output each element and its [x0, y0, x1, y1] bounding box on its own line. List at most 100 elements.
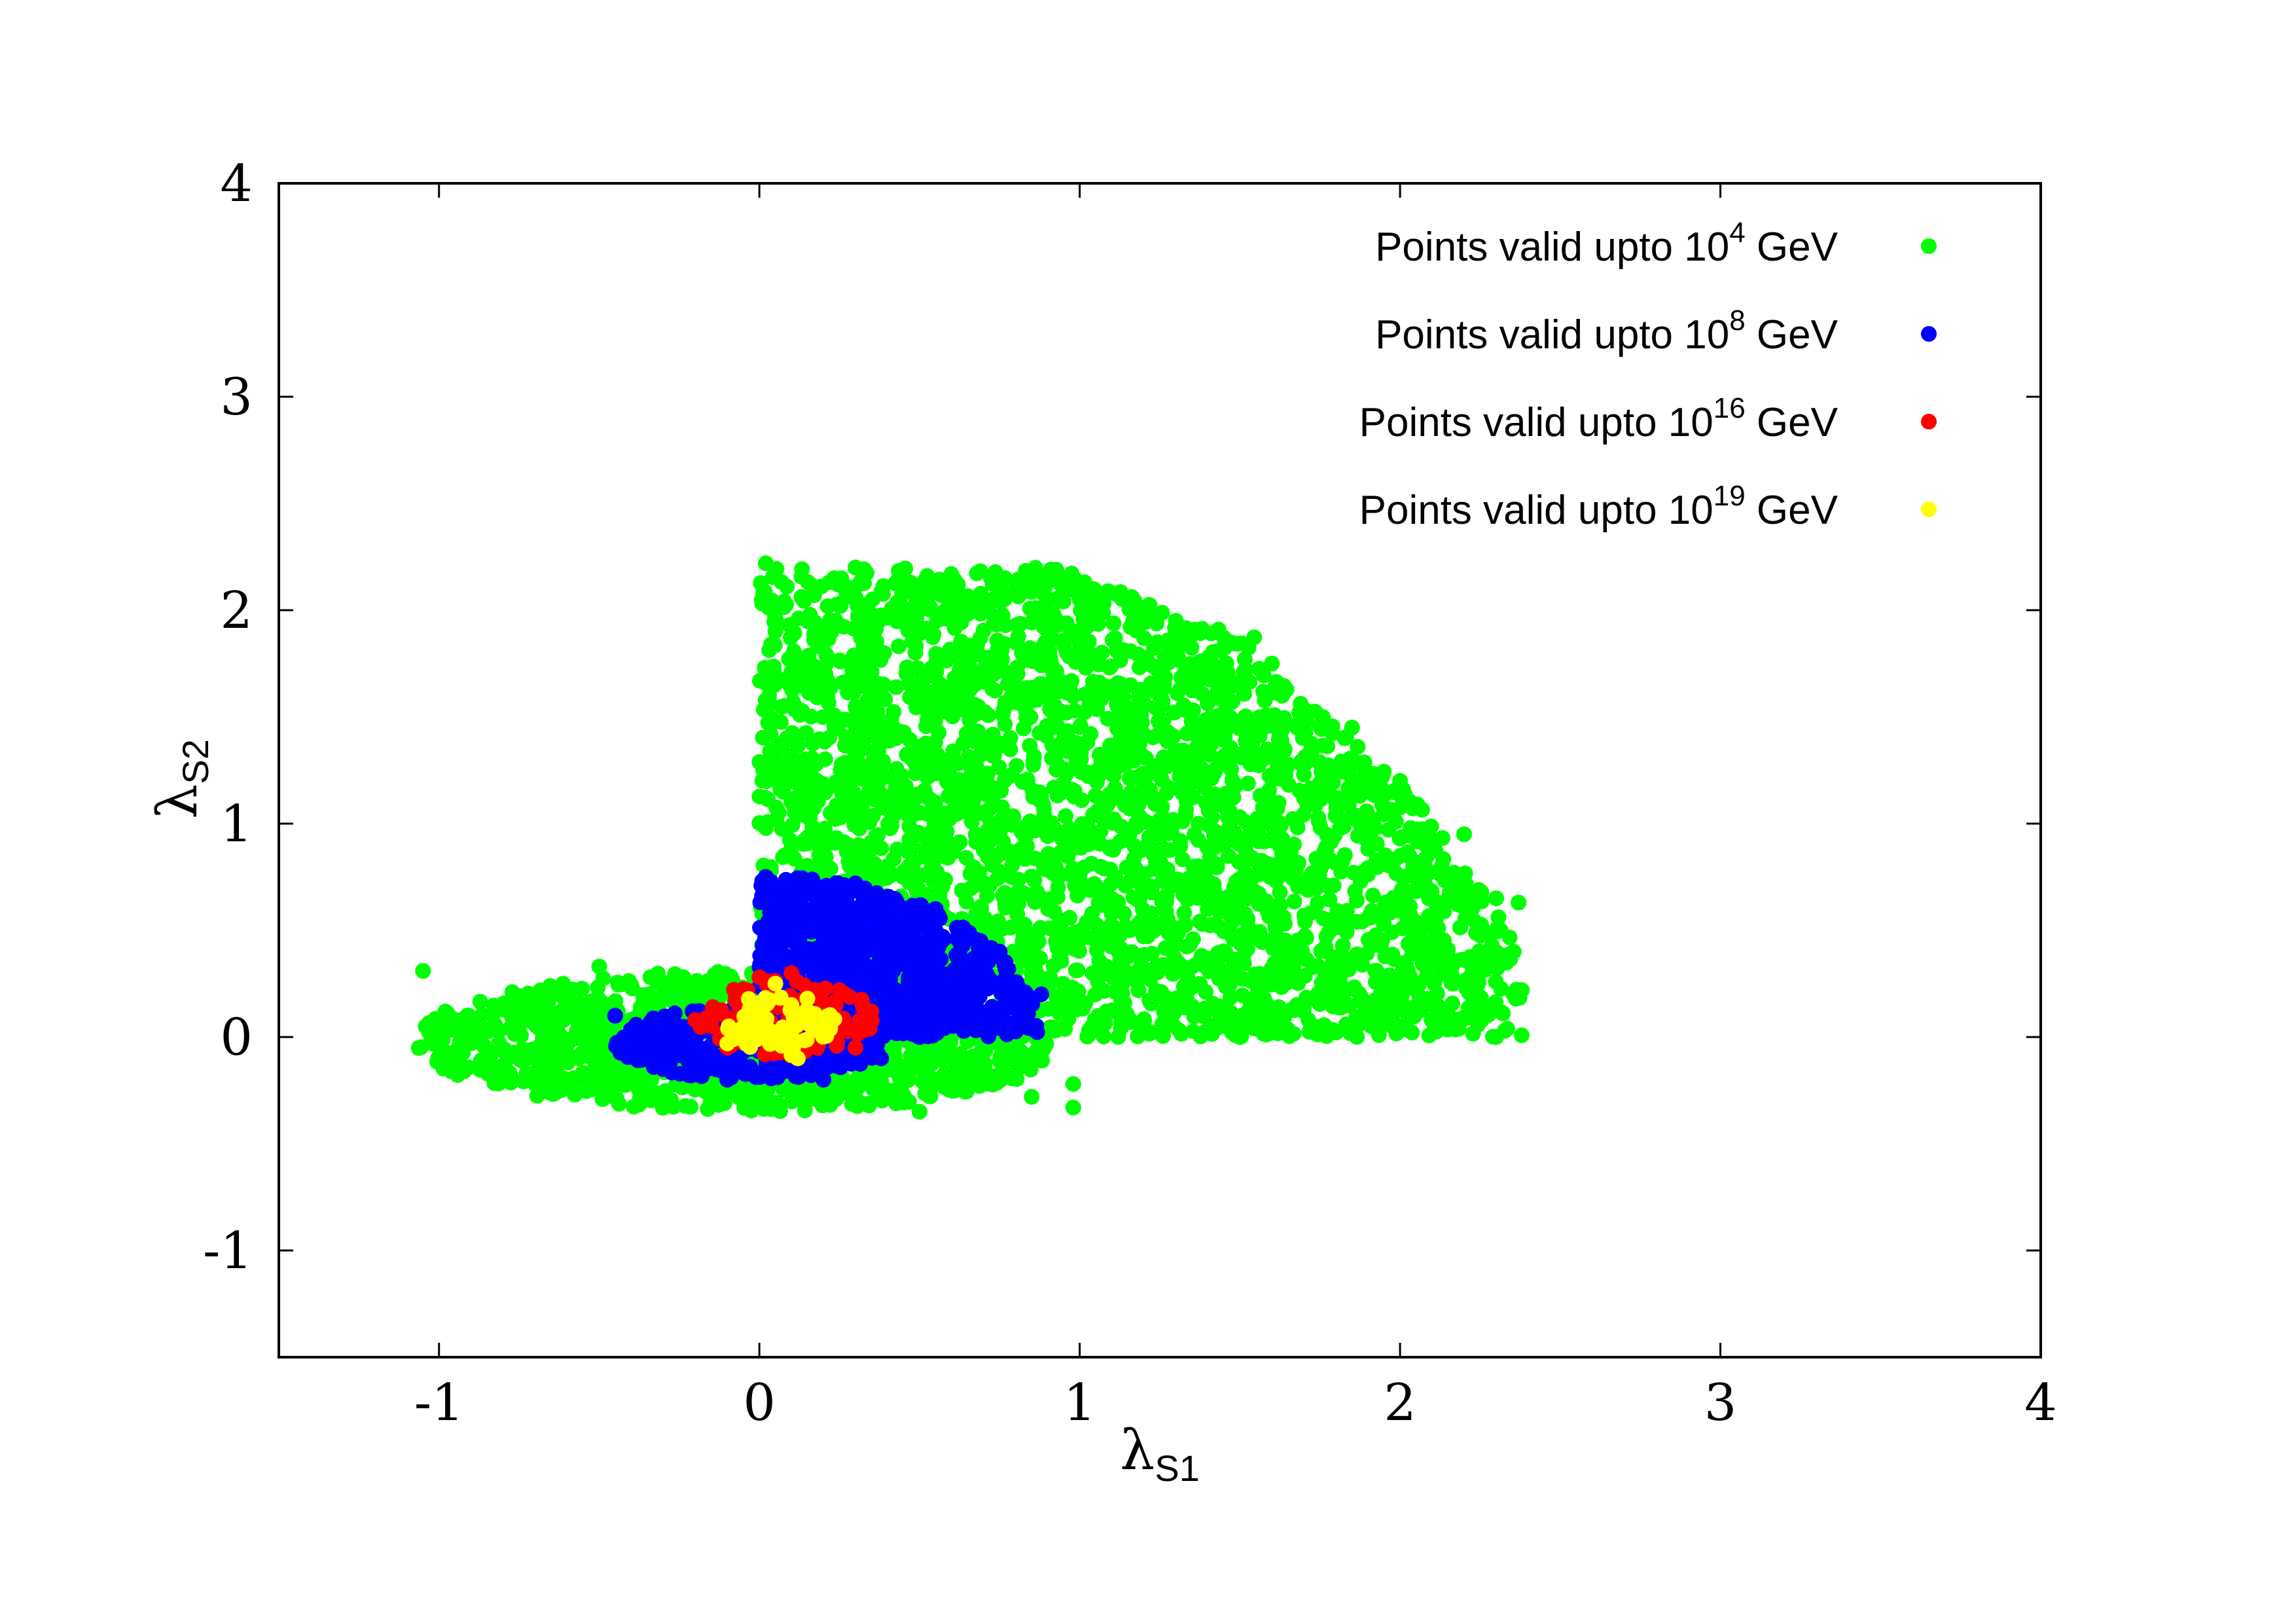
series-green-point [1103, 839, 1120, 855]
series-green-point [1172, 838, 1189, 854]
series-green-point [973, 1073, 990, 1089]
series-green-point [1069, 936, 1085, 952]
series-green-point [1044, 661, 1060, 678]
series-blue-point [1014, 985, 1030, 1002]
series-green-point [1050, 759, 1066, 775]
series-green-point [865, 1080, 881, 1097]
series-green-point [1426, 1024, 1442, 1040]
series-green-point [989, 1074, 1005, 1091]
series-green-point [1444, 995, 1461, 1012]
series-green-point [762, 726, 779, 742]
series-green-point [977, 807, 994, 823]
series-green-point [899, 843, 916, 860]
series-green-point [1103, 938, 1119, 955]
series-green-point [1382, 978, 1398, 994]
series-green-point [1329, 968, 1345, 984]
series-green-point [1456, 826, 1472, 843]
series-green-point [923, 1056, 939, 1072]
series-green-point [996, 636, 1012, 652]
series-green-point [1425, 912, 1441, 928]
series-green-point [911, 1104, 927, 1120]
series-green-point [996, 701, 1012, 718]
series-green-point [994, 799, 1010, 815]
series-green-point [1350, 739, 1366, 755]
series-green-point [1110, 1029, 1126, 1045]
series-green-point [1367, 999, 1384, 1015]
series-green-point [1242, 756, 1259, 773]
series-green-point [1221, 919, 1238, 935]
series-green-point [758, 555, 774, 572]
series-green-point [873, 583, 889, 600]
series-green-point [1143, 675, 1159, 691]
series-green-point [1123, 871, 1139, 887]
series-green-point [781, 832, 798, 848]
series-green-point [1146, 607, 1162, 623]
series-green-point [1232, 932, 1248, 949]
series-green-point [1168, 1000, 1185, 1016]
series-green-point [1055, 593, 1071, 610]
series-green-point [891, 1069, 908, 1085]
series-blue-point [842, 907, 859, 924]
series-green-point [860, 1095, 876, 1112]
series-green-point [1240, 640, 1257, 656]
series-green-point [527, 1076, 543, 1092]
series-green-point [908, 595, 925, 611]
series-green-point [846, 750, 863, 767]
series-green-point [1122, 619, 1139, 635]
series-green-point [1092, 824, 1109, 840]
series-green-point [925, 629, 941, 646]
series-green-point [1201, 671, 1217, 687]
series-green-point [1026, 872, 1043, 888]
series-green-point [1333, 864, 1350, 880]
series-green-point [1212, 797, 1229, 813]
series-green-point [1091, 674, 1107, 691]
series-green-point [860, 785, 876, 801]
series-green-point [836, 579, 852, 596]
series-green-point [1356, 754, 1372, 771]
series-green-point [1072, 718, 1088, 734]
series-green-point [977, 704, 993, 720]
series-green-point [960, 588, 976, 604]
series-green-point [959, 703, 975, 720]
series-green-point [1218, 655, 1234, 672]
series-green-point [935, 583, 951, 600]
series-green-point [1268, 674, 1284, 690]
series-green-point [851, 837, 867, 853]
series-green-point [788, 790, 804, 806]
series-green-point [1154, 772, 1170, 788]
series-green-point [1344, 720, 1360, 736]
series-green-point [906, 577, 922, 594]
series-green-point [1349, 1029, 1365, 1045]
series-green-point [1203, 625, 1219, 642]
series-green-point [1121, 948, 1138, 964]
series-green-point [789, 731, 805, 747]
series-green-point [1231, 854, 1247, 870]
series-green-point [997, 772, 1013, 788]
series-green-point [1488, 1029, 1504, 1045]
series-green-point [837, 835, 853, 852]
series-green-point [1281, 1028, 1297, 1044]
series-blue-point [975, 960, 991, 976]
series-green-point [793, 568, 810, 585]
series-green-point [1296, 767, 1312, 783]
series-green-point [865, 807, 881, 824]
series-green-point [906, 754, 923, 771]
series-green-point [1113, 818, 1129, 835]
series-green-point [600, 1075, 616, 1091]
series-green-point [1122, 643, 1139, 659]
series-green-point [1312, 820, 1329, 836]
series-green-point [946, 801, 962, 817]
series-blue-point [752, 919, 768, 936]
series-green-point [908, 1047, 924, 1063]
series-green-point [1186, 826, 1202, 843]
series-green-point [806, 626, 822, 642]
series-green-point [1219, 746, 1235, 763]
series-green-point [925, 859, 942, 875]
series-green-point [1286, 894, 1302, 909]
series-green-point [677, 1098, 694, 1114]
series-green-point [1299, 989, 1314, 1006]
series-green-point [1340, 961, 1357, 977]
series-green-point [1090, 938, 1105, 955]
series-green-point [1182, 672, 1198, 688]
series-green-point [1316, 962, 1332, 978]
